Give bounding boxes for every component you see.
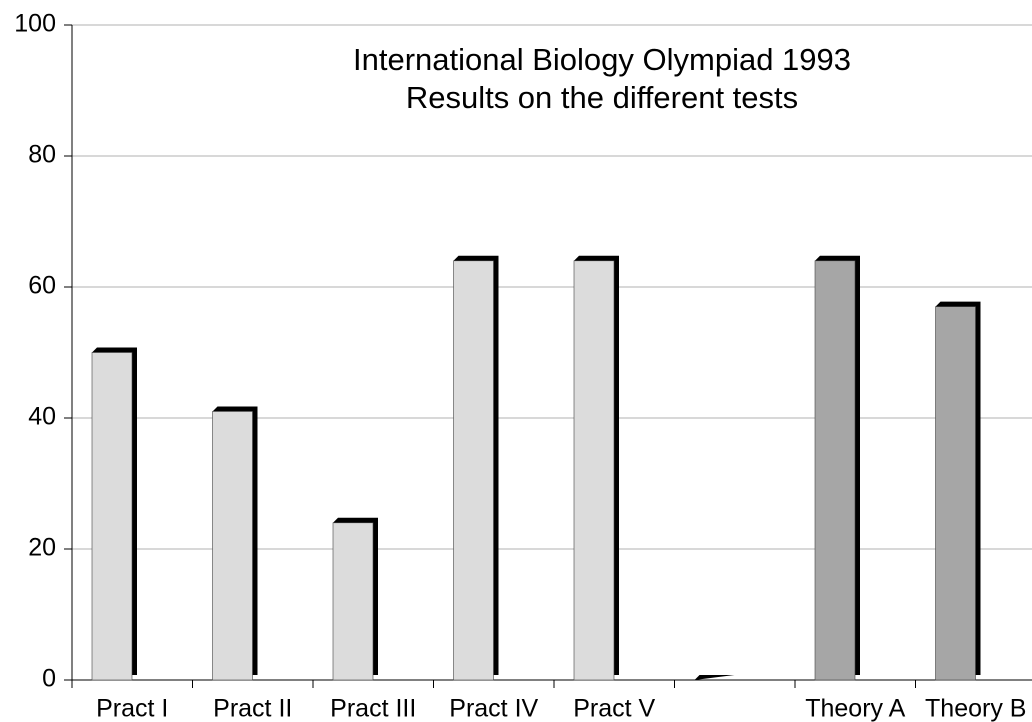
bar-shadow [694, 675, 740, 680]
y-tick-label: 40 [28, 403, 56, 431]
bar [573, 260, 615, 681]
x-tick-label: Pract III [330, 695, 416, 722]
y-tick-label: 60 [28, 272, 56, 300]
bar [935, 306, 976, 681]
x-tick-label: Theory B [925, 695, 1026, 722]
x-tick-label: Pract IV [449, 695, 538, 722]
bar [453, 260, 494, 681]
bar [332, 522, 374, 681]
y-tick-label: 100 [14, 10, 56, 38]
x-tick-label: Pract I [96, 695, 168, 722]
bar [91, 352, 133, 681]
x-tick-label: Pract V [573, 695, 655, 722]
chart-title: International Biology Olympiad 1993 [353, 42, 851, 77]
chart-subtitle: Results on the different tests [406, 80, 798, 115]
bar [814, 260, 856, 681]
y-tick-label: 80 [28, 141, 56, 169]
bar [212, 411, 253, 681]
y-tick-label: 20 [28, 534, 56, 562]
y-tick-label: 0 [42, 665, 56, 693]
x-tick-label: Theory A [805, 695, 905, 722]
x-tick-label: Pract II [213, 695, 292, 722]
